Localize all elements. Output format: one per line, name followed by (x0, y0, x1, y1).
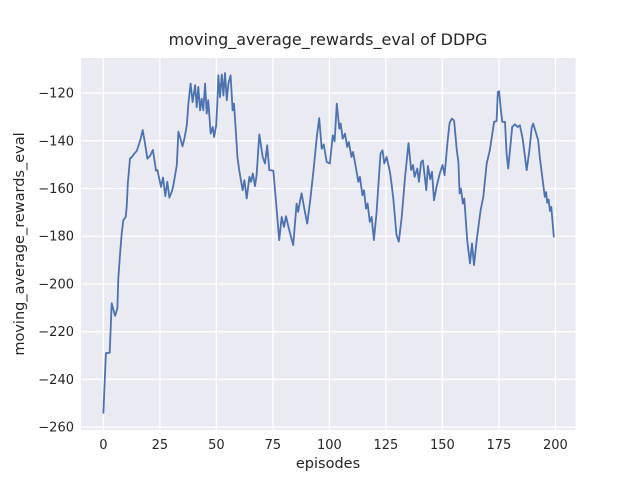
x-tick-label: 75 (265, 438, 282, 453)
x-axis-label: episodes (296, 456, 360, 472)
x-tick-label: 100 (317, 438, 342, 453)
x-tick-label: 50 (208, 438, 225, 453)
y-tick-label: −160 (38, 182, 74, 197)
y-tick-label: −200 (38, 277, 74, 292)
plot-area (81, 58, 576, 430)
y-tick-label: −240 (38, 373, 74, 388)
x-tick-label: 150 (430, 438, 455, 453)
x-tick-label: 0 (99, 438, 107, 453)
x-tick-label: 25 (152, 438, 169, 453)
y-tick-label: −120 (38, 87, 74, 102)
y-tick-labels: −120 −140 −160 −180 −200 −220 −240 −260 (38, 87, 74, 436)
y-tick-label: −140 (38, 134, 74, 149)
y-tick-label: −220 (38, 325, 74, 340)
x-tick-label: 125 (373, 438, 398, 453)
y-tick-label: −180 (38, 230, 74, 245)
series-line (102, 72, 555, 414)
y-axis-label: moving_average_rewards_eval (12, 132, 28, 355)
x-tick-label: 200 (543, 438, 568, 453)
x-tick-labels: 0 25 50 75 100 125 150 175 200 (99, 438, 568, 453)
y-tick-label: −260 (38, 421, 74, 436)
x-tick-label: 175 (486, 438, 511, 453)
chart-title: moving_average_rewards_eval of DDPG (169, 30, 488, 50)
